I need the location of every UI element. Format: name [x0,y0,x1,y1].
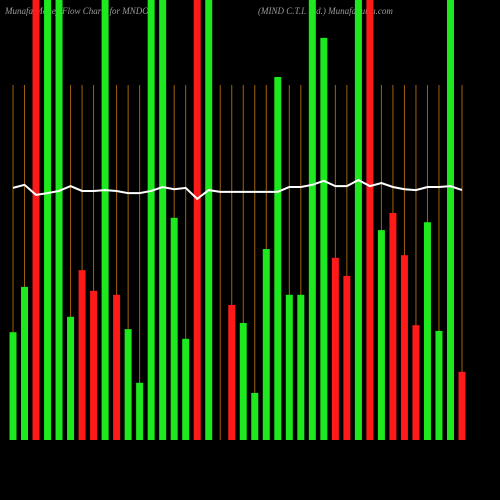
money-flow-line [12,178,463,201]
bar [136,382,144,440]
bar [113,294,121,440]
bar [389,212,397,440]
bar [400,255,408,440]
bar [205,0,213,440]
bar [331,257,339,440]
bar [67,316,75,440]
chart-title: Munafa Money Flow Charts for MNDO [4,6,149,16]
bar [262,249,270,440]
bar [239,322,247,440]
bar [32,0,40,440]
bar [366,0,374,440]
bar [90,290,98,440]
bar [147,0,155,440]
bar [170,217,178,440]
bar [55,0,63,440]
chart-subtitle: (MIND C.T.I. Ltd.) MunafaSutra.com [258,6,393,16]
bar [159,0,167,440]
bar [377,230,385,440]
bar [343,275,351,440]
bar [412,325,420,440]
bar [251,392,259,440]
bar [44,0,52,440]
bar [446,0,454,440]
bar [354,0,362,440]
bar [435,330,443,440]
bar [182,338,190,440]
bar [285,294,293,440]
bar [308,0,316,440]
bar [320,37,328,441]
bar [458,371,466,440]
bar [124,329,132,440]
bar [297,294,305,440]
bar [228,304,236,440]
bar [274,77,282,440]
bar [78,270,86,440]
bar [21,286,29,440]
bar [101,0,109,440]
bar [423,222,431,440]
bar [9,332,17,440]
bar [193,0,201,440]
